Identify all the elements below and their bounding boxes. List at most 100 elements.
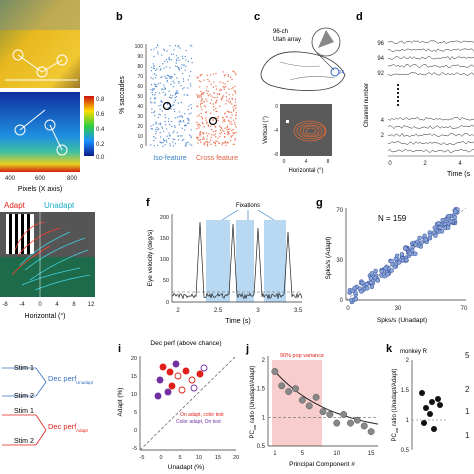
iso-point bbox=[176, 77, 178, 79]
panel-a: 0.8 0.6 0.4 0.2 0.0 400 600 800 Pixels (… bbox=[0, 0, 105, 320]
brain-outline bbox=[260, 51, 346, 91]
iso-point bbox=[190, 107, 193, 109]
iso-point bbox=[190, 103, 192, 106]
cross-point bbox=[233, 71, 235, 73]
iso-point bbox=[170, 94, 172, 96]
x-tick: 8 bbox=[72, 302, 76, 308]
iso-point bbox=[178, 111, 181, 113]
decoding-point bbox=[172, 360, 180, 368]
decoding-point bbox=[178, 386, 186, 394]
iso-point bbox=[166, 135, 168, 137]
cross-point bbox=[209, 74, 212, 76]
cross-point bbox=[212, 106, 215, 108]
cross-point bbox=[225, 99, 228, 101]
decoding-point bbox=[182, 367, 190, 375]
iso-point bbox=[156, 126, 158, 129]
iso-point bbox=[190, 135, 192, 137]
iso-point bbox=[188, 105, 190, 107]
iso-point bbox=[178, 115, 180, 118]
v4-site bbox=[330, 67, 340, 77]
cross-point bbox=[232, 128, 234, 131]
iso-point bbox=[174, 94, 176, 96]
iso-point bbox=[152, 89, 154, 92]
stim1-label: Stim 1 bbox=[14, 408, 34, 415]
cross-point bbox=[224, 83, 226, 85]
panel-label: k bbox=[386, 343, 393, 355]
iso-point bbox=[175, 62, 177, 64]
cross-point bbox=[226, 116, 228, 118]
cross-point bbox=[199, 104, 202, 106]
lfp-trace bbox=[387, 40, 474, 44]
cross-point bbox=[233, 108, 235, 111]
cross-point bbox=[233, 119, 235, 121]
x-tick: 10 bbox=[196, 455, 202, 461]
cross-point bbox=[221, 144, 223, 146]
neuron-point bbox=[448, 218, 453, 224]
iso-point bbox=[178, 121, 180, 123]
iso-point bbox=[187, 60, 190, 62]
cross-point bbox=[219, 81, 221, 83]
iso-point bbox=[179, 47, 181, 49]
iso-point bbox=[150, 70, 152, 72]
iso-point bbox=[178, 82, 180, 84]
iso-point bbox=[186, 143, 188, 145]
cross-point bbox=[213, 134, 215, 136]
iso-point bbox=[174, 143, 176, 145]
cross-point bbox=[210, 99, 213, 101]
eye-velocity-trace bbox=[171, 221, 303, 300]
lfp-trace bbox=[387, 149, 474, 153]
cross-point bbox=[212, 130, 214, 133]
iso-point bbox=[155, 130, 157, 132]
neuron-point bbox=[442, 221, 448, 227]
iso-point bbox=[156, 85, 158, 88]
cross-point bbox=[216, 93, 218, 95]
cross-point bbox=[200, 141, 202, 143]
iso-point bbox=[167, 74, 169, 77]
y-tick: 10 bbox=[131, 392, 137, 398]
iso-point bbox=[159, 82, 161, 84]
iso-point bbox=[169, 134, 171, 137]
iso-point bbox=[178, 68, 180, 70]
neuron-point bbox=[394, 253, 400, 259]
neuron-point bbox=[389, 268, 394, 273]
y-label-sub: var bbox=[252, 424, 257, 430]
cross-point bbox=[203, 138, 205, 140]
iso-point bbox=[173, 49, 175, 51]
cross-point bbox=[234, 101, 237, 103]
iso-point bbox=[174, 125, 176, 127]
iso-point bbox=[161, 88, 163, 90]
neuron-point bbox=[415, 239, 420, 245]
iso-point bbox=[178, 123, 181, 126]
iso-point bbox=[157, 53, 159, 55]
iso-point bbox=[169, 77, 171, 79]
iso-point bbox=[172, 138, 174, 140]
iso-point bbox=[155, 85, 157, 87]
iso-point bbox=[150, 125, 152, 127]
iso-point bbox=[170, 108, 172, 110]
cross-point bbox=[213, 92, 215, 94]
pc-point bbox=[305, 402, 313, 410]
cross-point bbox=[216, 110, 218, 113]
cross-point bbox=[214, 102, 217, 104]
cross-point bbox=[224, 142, 226, 144]
neuron-point bbox=[368, 276, 374, 281]
neuron-point bbox=[373, 268, 378, 274]
cross-point bbox=[216, 96, 219, 98]
cross-point bbox=[210, 125, 212, 127]
channel-label: 2 bbox=[381, 133, 385, 139]
cross-point bbox=[232, 106, 234, 108]
iso-point bbox=[160, 68, 162, 70]
cross-point bbox=[222, 95, 224, 97]
cross-point bbox=[234, 90, 236, 92]
cross-point bbox=[223, 119, 225, 121]
cross-point bbox=[235, 74, 237, 76]
cross-point bbox=[232, 110, 235, 112]
iso-point bbox=[176, 92, 178, 94]
cross-point bbox=[215, 117, 218, 119]
iso-point bbox=[170, 120, 173, 123]
cbar-tick: 0.2 bbox=[96, 142, 105, 148]
iso-point bbox=[174, 45, 177, 47]
cross-point bbox=[224, 141, 227, 143]
iso-point bbox=[160, 100, 162, 103]
iso-point bbox=[189, 143, 191, 145]
